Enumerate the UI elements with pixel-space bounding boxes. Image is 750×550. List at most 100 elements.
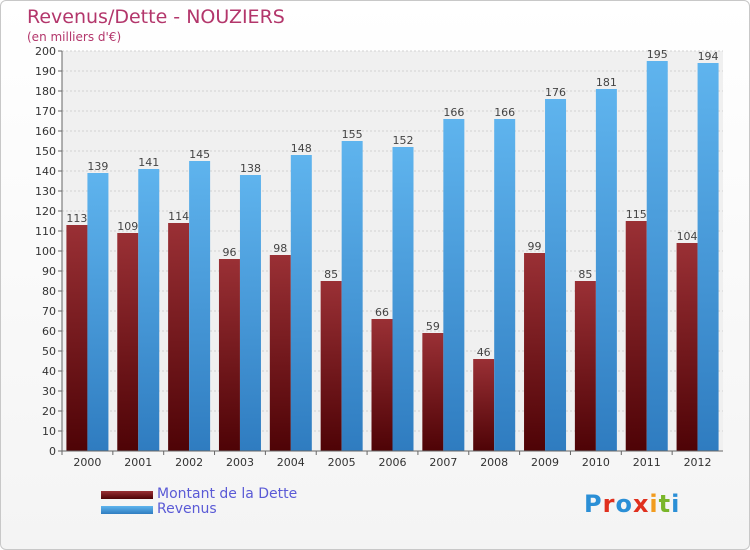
y-tick-label: 40: [42, 365, 56, 378]
bar-dette: [422, 333, 444, 451]
logo-letter: t: [658, 490, 672, 518]
bar-revenus: [443, 119, 465, 451]
data-label: 104: [677, 230, 698, 243]
y-tick-label: 0: [49, 445, 56, 458]
data-label: 145: [189, 148, 210, 161]
data-label: 195: [647, 48, 668, 61]
x-tick-label: 2010: [582, 456, 610, 469]
data-label: 139: [87, 160, 108, 173]
x-tick-label: 2011: [633, 456, 661, 469]
y-tick-label: 60: [42, 325, 56, 338]
data-label: 176: [545, 86, 566, 99]
x-tick-label: 2001: [124, 456, 152, 469]
data-label: 166: [443, 106, 464, 119]
legend-swatch-dette: [101, 491, 153, 499]
x-tick-label: 2012: [684, 456, 712, 469]
logo-letter: x: [632, 490, 650, 518]
logo-letter: i: [649, 490, 659, 518]
chart-subtitle: (en milliers d'€): [27, 30, 122, 44]
y-tick-label: 150: [35, 145, 56, 158]
logo-letter: r: [602, 490, 616, 518]
logo-letter: i: [671, 490, 681, 518]
y-tick-label: 90: [42, 265, 56, 278]
chart-title: Revenus/Dette - NOUZIERS: [27, 6, 285, 28]
bar-revenus: [87, 173, 109, 451]
bar-dette: [218, 259, 240, 451]
x-tick-label: 2009: [531, 456, 559, 469]
bar-revenus: [392, 147, 414, 451]
x-tick-label: 2004: [277, 456, 305, 469]
x-tick-label: 2003: [226, 456, 254, 469]
data-label: 194: [698, 50, 719, 63]
data-label: 155: [342, 128, 363, 141]
y-tick-label: 30: [42, 385, 56, 398]
y-tick-label: 110: [35, 225, 56, 238]
data-label: 96: [222, 246, 236, 259]
bar-dette: [269, 255, 291, 451]
bar-dette: [66, 225, 88, 451]
y-tick-label: 190: [35, 65, 56, 78]
data-label: 138: [240, 162, 261, 175]
bar-revenus: [595, 89, 617, 451]
data-label: 98: [273, 242, 287, 255]
bar-revenus: [138, 169, 160, 451]
y-tick-label: 80: [42, 285, 56, 298]
bar-revenus: [494, 119, 516, 451]
y-tick-label: 180: [35, 85, 56, 98]
data-label: 152: [393, 134, 414, 147]
y-tick-label: 130: [35, 185, 56, 198]
y-tick-label: 200: [35, 45, 56, 58]
logo-letter: P: [584, 490, 603, 518]
y-tick-label: 10: [42, 425, 56, 438]
y-tick-label: 140: [35, 165, 56, 178]
y-tick-label: 120: [35, 205, 56, 218]
logo-letter: o: [615, 490, 633, 518]
data-label: 115: [626, 208, 647, 221]
data-label: 141: [138, 156, 159, 169]
legend-label-revenus: Revenus: [157, 501, 217, 517]
y-tick-label: 50: [42, 345, 56, 358]
data-label: 114: [168, 210, 189, 223]
bar-revenus: [646, 61, 668, 451]
data-label: 148: [291, 142, 312, 155]
bar-dette: [320, 281, 342, 451]
bar-dette: [676, 243, 698, 451]
data-label: 113: [66, 212, 87, 225]
data-label: 166: [494, 106, 515, 119]
x-tick-label: 2000: [73, 456, 101, 469]
x-tick-label: 2006: [379, 456, 407, 469]
bar-revenus: [697, 63, 719, 451]
bar-dette: [371, 319, 393, 451]
x-tick-label: 2002: [175, 456, 203, 469]
data-label: 46: [477, 346, 491, 359]
bar-revenus: [290, 155, 312, 451]
bar-dette: [168, 223, 190, 451]
data-label: 181: [596, 76, 617, 89]
legend-label-dette: Montant de la Dette: [157, 486, 298, 502]
data-label: 66: [375, 306, 389, 319]
data-label: 99: [528, 240, 542, 253]
bar-dette: [117, 233, 139, 451]
y-tick-label: 20: [42, 405, 56, 418]
x-tick-label: 2007: [429, 456, 457, 469]
data-label: 85: [324, 268, 338, 281]
data-label: 109: [117, 220, 138, 233]
x-tick-label: 2008: [480, 456, 508, 469]
y-tick-label: 70: [42, 305, 56, 318]
y-tick-label: 160: [35, 125, 56, 138]
bar-revenus: [545, 99, 567, 451]
bar-revenus: [189, 161, 211, 451]
bar-dette: [524, 253, 546, 451]
bar-dette: [473, 359, 495, 451]
bar-dette: [574, 281, 596, 451]
y-tick-label: 100: [35, 245, 56, 258]
bar-dette: [625, 221, 647, 451]
legend-swatch-revenus: [101, 506, 153, 514]
y-tick-label: 170: [35, 105, 56, 118]
bar-revenus: [239, 175, 261, 451]
bar-revenus: [341, 141, 363, 451]
data-label: 85: [578, 268, 592, 281]
proxiti-logo: Proxiti: [584, 490, 680, 518]
